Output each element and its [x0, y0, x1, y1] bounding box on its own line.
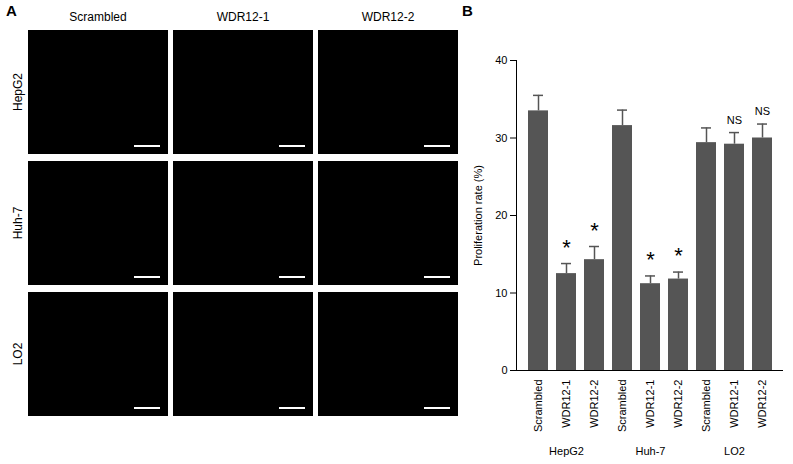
svg-text:0: 0 — [501, 364, 507, 376]
svg-text:40: 40 — [495, 54, 507, 66]
svg-text:Proliferation rate (%): Proliferation rate (%) — [472, 165, 484, 266]
html-text:B: B — [462, 2, 473, 19]
svg-text:*: * — [562, 235, 571, 260]
svg-text:LO2: LO2 — [724, 445, 745, 457]
svg-text:WDR12-2: WDR12-2 — [672, 380, 684, 428]
svg-text:WDR12-2: WDR12-2 — [756, 380, 768, 428]
html-text:A: A — [6, 2, 17, 19]
svg-text:Scrambled: Scrambled — [700, 380, 712, 433]
svg-text:HepG2: HepG2 — [549, 445, 584, 457]
svg-text:WDR12-2: WDR12-2 — [588, 380, 600, 428]
html-text:LO2: LO2 — [11, 342, 25, 366]
html-text:Scrambled: Scrambled — [69, 10, 127, 24]
html-text:WDR12-1: WDR12-1 — [216, 10, 270, 24]
html-text:HepG2: HepG2 — [11, 73, 25, 111]
svg-text:*: * — [590, 218, 599, 243]
svg-text:NS: NS — [727, 114, 742, 126]
svg-text:*: * — [646, 247, 655, 272]
svg-text:Scrambled: Scrambled — [532, 380, 544, 433]
svg-text:WDR12-1: WDR12-1 — [728, 380, 740, 428]
html-text:Huh-7: Huh-7 — [11, 206, 25, 240]
svg-text:*: * — [674, 243, 683, 268]
svg-text:Huh-7: Huh-7 — [636, 445, 666, 457]
svg-text:WDR12-1: WDR12-1 — [644, 380, 656, 428]
svg-text:Scrambled: Scrambled — [616, 380, 628, 433]
html-text:WDR12-2: WDR12-2 — [361, 10, 415, 24]
svg-text:WDR12-1: WDR12-1 — [560, 380, 572, 428]
svg-text:10: 10 — [495, 287, 507, 299]
svg-text:NS: NS — [755, 105, 770, 117]
svg-text:20: 20 — [495, 209, 507, 221]
svg-text:30: 30 — [495, 132, 507, 144]
